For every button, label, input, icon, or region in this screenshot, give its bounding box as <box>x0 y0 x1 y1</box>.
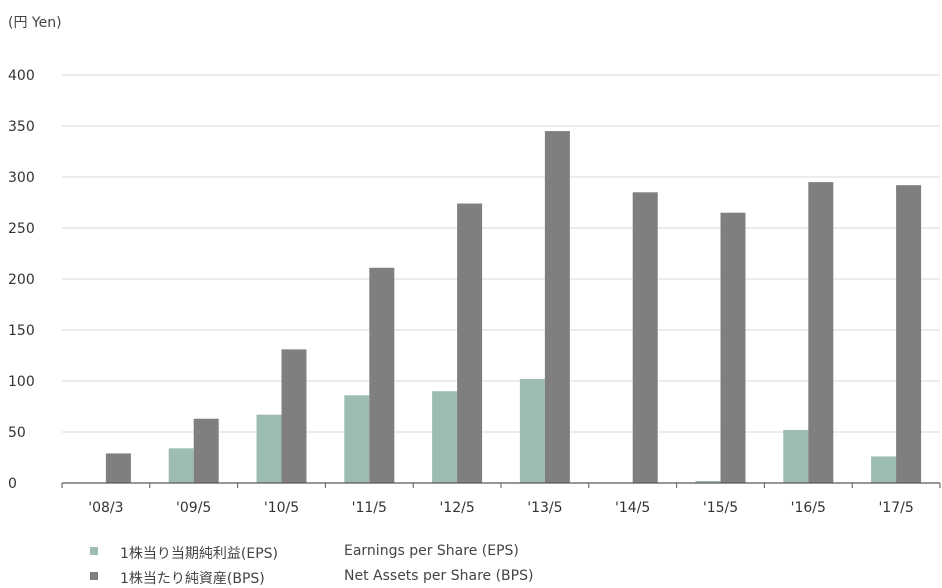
legend-swatch-bps <box>90 572 98 580</box>
legend-label-eps-en: Earnings per Share (EPS) <box>344 543 519 559</box>
bar-eps <box>783 429 809 483</box>
bar-bps <box>193 418 219 483</box>
y-tick-label: 350 <box>8 119 35 135</box>
y-tick-label: 200 <box>8 272 35 288</box>
legend-label-bps-en: Net Assets per Share (BPS) <box>344 568 534 584</box>
bar-eps <box>432 391 458 483</box>
bar-bps <box>457 203 483 483</box>
y-tick-label: 100 <box>8 374 35 390</box>
x-tick-label: '12/5 <box>439 500 474 516</box>
bar-eps <box>344 395 370 483</box>
x-tick-label: '08/3 <box>88 500 123 516</box>
y-tick-label: 150 <box>8 323 35 339</box>
legend-label-bps-jp: 1株当たり純資産(BPS) <box>120 571 265 587</box>
bar-bps <box>720 212 746 483</box>
bar-eps <box>168 448 194 483</box>
bar-bps <box>632 192 658 484</box>
x-tick-label: '11/5 <box>352 500 387 516</box>
legend-swatch-eps <box>90 547 98 555</box>
x-tick-label: '17/5 <box>878 500 913 516</box>
x-tick-label: '15/5 <box>703 500 738 516</box>
y-axis-unit-label: (円 Yen) <box>8 15 62 31</box>
x-tick-label: '10/5 <box>264 500 299 516</box>
bar-bps <box>105 453 131 483</box>
bar-bps <box>369 267 395 483</box>
bar-eps <box>519 378 545 483</box>
bar-bps <box>808 182 834 483</box>
bar-chart: 0 50 100 150 200 250 300 350 400 '08/3 '09/5 '10/5 '… <box>8 68 941 516</box>
y-tick-label: 0 <box>8 476 17 492</box>
bar-bps <box>544 131 570 483</box>
y-tick-label: 400 <box>8 68 35 84</box>
x-tick-label: '09/5 <box>176 500 211 516</box>
legend-label-eps-jp: 1株当り当期純利益(EPS) <box>120 546 279 562</box>
y-tick-label: 50 <box>8 425 26 441</box>
bar-bps <box>281 349 307 483</box>
x-tick-label: '13/5 <box>527 500 562 516</box>
x-tick-label: '14/5 <box>615 500 650 516</box>
y-tick-label: 300 <box>8 170 35 186</box>
bar-bps <box>896 185 922 483</box>
bar-eps <box>695 480 721 483</box>
x-tick-label: '16/5 <box>791 500 826 516</box>
bar-eps <box>871 456 897 483</box>
y-tick-label: 250 <box>8 221 35 237</box>
bar-eps <box>256 414 282 483</box>
